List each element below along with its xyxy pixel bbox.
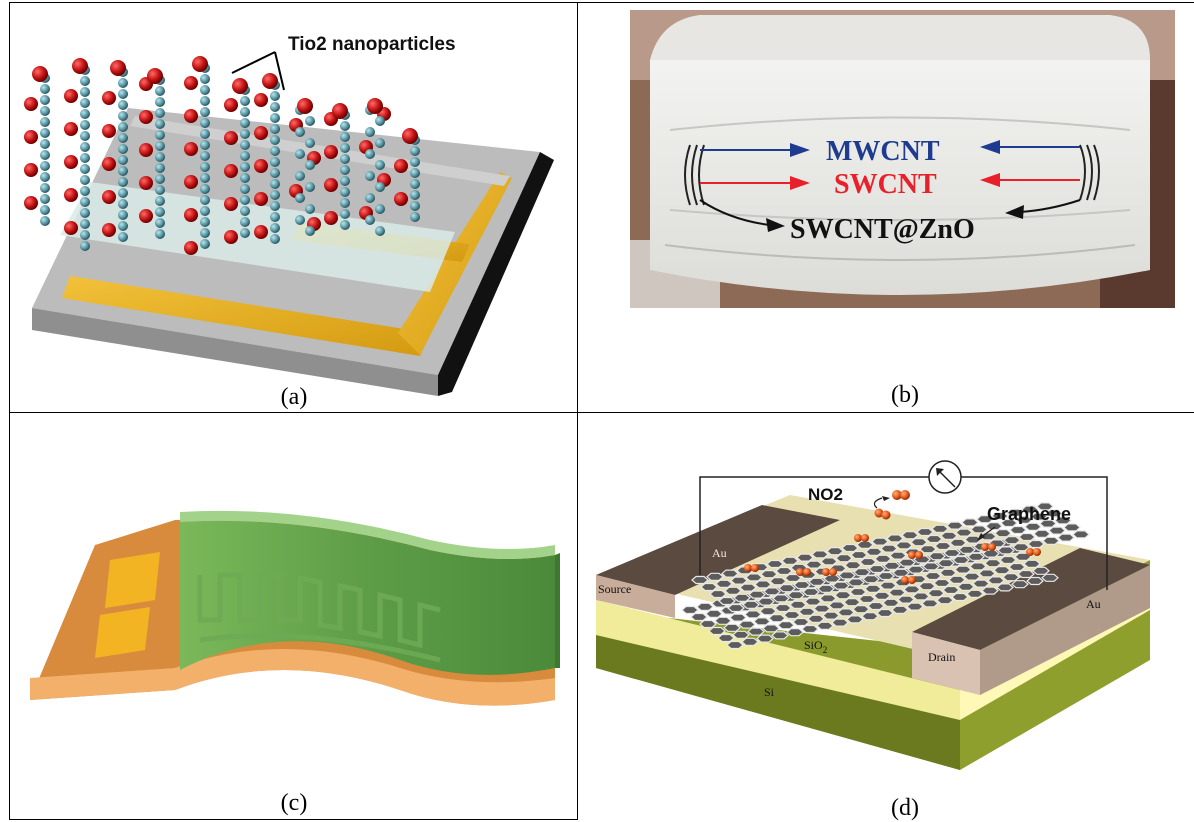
caption-d: (d)	[891, 795, 919, 821]
caption-a: (a)	[280, 384, 308, 410]
caption-c: (c)	[280, 790, 308, 816]
column-divider	[577, 2, 578, 820]
row-divider	[9, 412, 1194, 413]
figure-table	[9, 2, 1194, 820]
caption-b: (b)	[891, 382, 919, 408]
